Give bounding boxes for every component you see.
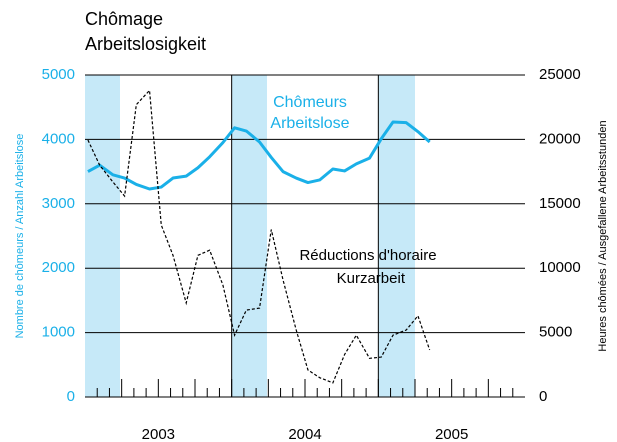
y-tick-label: 3000 <box>42 195 75 212</box>
y2-tick-label: 5000 <box>539 324 572 341</box>
y2-tick-label: 15000 <box>539 195 581 212</box>
series-label: Kurzarbeit <box>337 270 406 287</box>
y-tick-label: 0 <box>67 388 75 405</box>
chart-title: Arbeitslosigkeit <box>85 34 206 54</box>
chart-title: Chômage <box>85 9 163 29</box>
x-tick-label: 2005 <box>435 426 468 442</box>
y2-tick-label: 0 <box>539 388 547 405</box>
y2-tick-label: 20000 <box>539 130 581 147</box>
y2-tick-label: 25000 <box>539 66 581 83</box>
shaded-band <box>232 75 267 397</box>
series-line <box>87 89 431 384</box>
y-tick-label: 1000 <box>42 324 75 341</box>
y-axis-label: Nombre de chômeurs / Anzahl Arbeitslose <box>14 134 26 339</box>
y-tick-label: 5000 <box>42 66 75 83</box>
series-label: Chômeurs <box>273 94 347 111</box>
y2-axis-label: Heures chômées / Ausgefallene Arbeitsstu… <box>597 120 609 351</box>
shaded-band <box>85 75 120 397</box>
series-label: Arbeitslose <box>270 115 349 132</box>
y2-tick-label: 10000 <box>539 259 581 276</box>
x-tick-label: 2003 <box>142 426 175 442</box>
x-tick-label: 2004 <box>288 426 321 442</box>
y-tick-label: 2000 <box>42 259 75 276</box>
shaded-band <box>378 75 415 397</box>
series-label: Réductions d'horaire <box>299 247 436 264</box>
y-tick-label: 4000 <box>42 130 75 147</box>
series-line <box>87 120 431 191</box>
